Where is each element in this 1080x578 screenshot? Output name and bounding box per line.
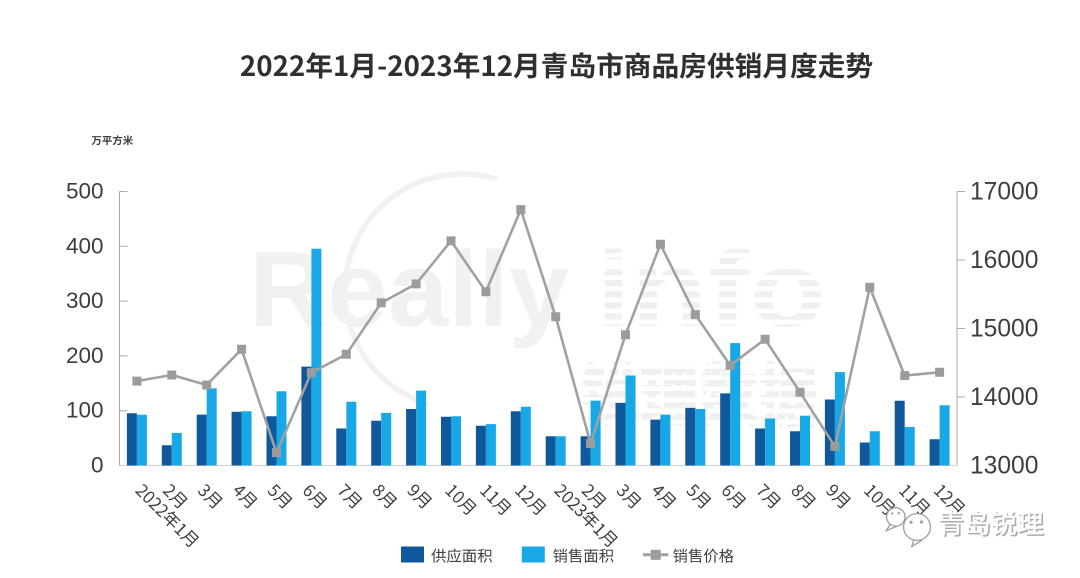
svg-text:100: 100 — [66, 398, 104, 423]
svg-text:15000: 15000 — [970, 316, 1038, 343]
svg-text:400: 400 — [66, 233, 104, 258]
svg-text:200: 200 — [66, 343, 104, 368]
svg-text:16000: 16000 — [970, 247, 1038, 274]
svg-text:300: 300 — [66, 288, 104, 313]
svg-text:0: 0 — [91, 453, 104, 478]
svg-text:14000: 14000 — [970, 384, 1038, 411]
svg-text:500: 500 — [66, 179, 104, 204]
svg-text:info: info — [596, 229, 826, 349]
svg-text:13000: 13000 — [970, 453, 1038, 480]
svg-text:17000: 17000 — [970, 179, 1038, 206]
